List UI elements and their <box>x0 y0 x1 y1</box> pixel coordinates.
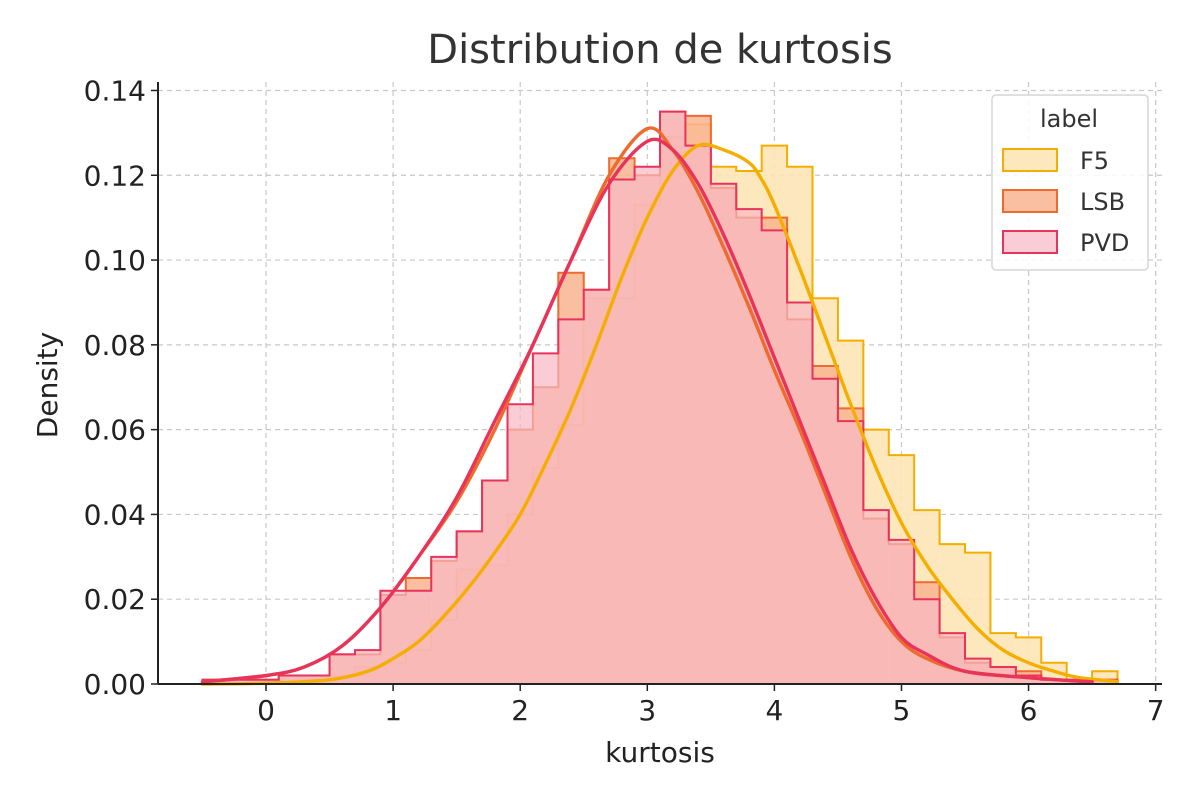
histogram-bar <box>634 166 660 685</box>
legend-label: PVD <box>1080 229 1129 257</box>
kde-curves <box>200 126 1120 686</box>
axes <box>151 82 1162 691</box>
chart-title: Distribution de kurtosis <box>427 27 892 73</box>
tick-labels: 0 1 2 3 4 5 6 7 0.00 0.02 0.04 0.06 0.08 0.10 0.12 0.14 <box>84 74 1165 727</box>
histogram-bar <box>685 145 711 684</box>
legend-box <box>991 94 1149 271</box>
histogram-bar <box>660 111 686 685</box>
legend-items: F5 LSB PVD <box>1002 147 1129 257</box>
histogram-bar <box>583 289 610 684</box>
x-tick-label: 0 <box>257 694 275 727</box>
histogram-bar <box>405 590 432 684</box>
histogram-bar <box>278 675 305 684</box>
series-pvd-bars <box>201 110 1119 685</box>
series-f5-kde-line <box>200 142 1120 686</box>
histogram-bar <box>227 679 254 684</box>
y-tick-label: 0.14 <box>84 74 146 107</box>
histogram-bar <box>1015 675 1042 684</box>
legend-label: F5 <box>1080 147 1109 175</box>
legend-swatch <box>1002 148 1058 172</box>
y-axis-label: Density <box>31 332 64 438</box>
y-tick-label: 0.04 <box>84 498 146 531</box>
series-pvd-step-outline <box>201 110 1119 684</box>
histogram-bar <box>939 633 966 684</box>
histogram-bar <box>431 556 457 684</box>
y-tick-label: 0.02 <box>84 583 146 616</box>
x-tick-label: 4 <box>765 694 783 727</box>
histogram-bar <box>888 539 915 684</box>
legend-swatch <box>1002 189 1058 213</box>
histogram-bar <box>507 404 533 684</box>
histogram-bar <box>736 209 762 684</box>
y-tick-label: 0.08 <box>84 329 146 362</box>
histogram-bar <box>532 353 559 684</box>
histogram-bar <box>1041 679 1067 684</box>
legend-title: label <box>1040 105 1098 133</box>
x-tick-label: 5 <box>893 694 911 727</box>
histogram-bars <box>201 110 1119 685</box>
x-tick-label: 1 <box>384 694 402 727</box>
histogram-bar <box>761 230 788 684</box>
y-tick-label: 0.00 <box>84 668 146 701</box>
legend-item-pvd: PVD <box>1002 229 1129 257</box>
x-axis-label: kurtosis <box>605 736 715 769</box>
series-pvd-kde-line <box>200 137 1094 684</box>
histogram-bar <box>558 319 584 684</box>
legend-item-lsb: LSB <box>1002 188 1125 216</box>
y-tick-label: 0.12 <box>84 159 146 192</box>
legend-label: LSB <box>1080 188 1125 216</box>
histogram-bar <box>456 531 483 684</box>
histogram-bar <box>787 302 813 684</box>
y-tick-label: 0.06 <box>84 414 146 447</box>
histogram-bar <box>812 378 838 684</box>
x-tick-label: 6 <box>1020 694 1038 727</box>
legend-item-f5: F5 <box>1002 147 1109 175</box>
legend: label F5 LSB PVD <box>991 94 1149 271</box>
histogram-bar <box>380 590 406 684</box>
histogram-bar <box>609 179 635 684</box>
legend-swatch <box>1002 230 1058 254</box>
x-tick-label: 7 <box>1147 694 1165 727</box>
y-tick-label: 0.10 <box>84 244 146 277</box>
histogram-bar <box>482 480 508 684</box>
x-tick-label: 2 <box>511 694 529 727</box>
histogram-bar <box>914 599 940 684</box>
x-tick-label: 3 <box>638 694 656 727</box>
